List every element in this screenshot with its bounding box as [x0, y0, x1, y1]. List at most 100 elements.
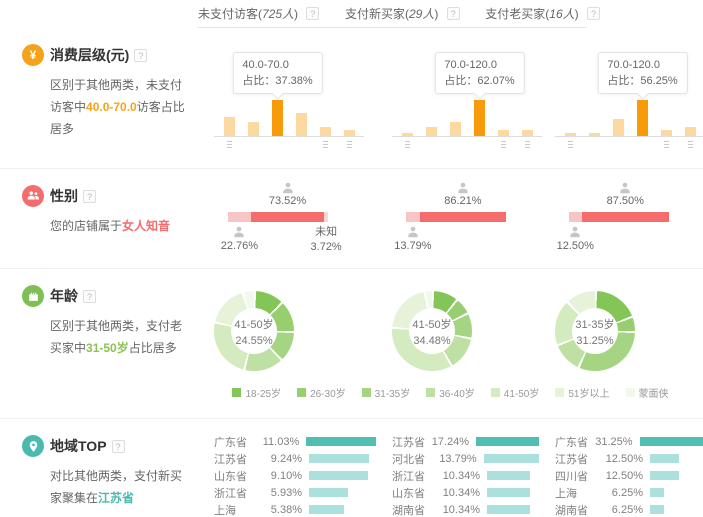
gender-stacked-bar: [228, 212, 328, 222]
tooltip-value: 占比：37.38%: [242, 75, 313, 87]
bar: [522, 130, 533, 136]
help-icon[interactable]: ?: [134, 48, 148, 62]
legend-swatch-icon: [361, 388, 371, 397]
unknown-label: 未知 3.72%: [310, 226, 342, 253]
region-value: 6.25%: [611, 503, 643, 516]
legend-swatch-icon: [297, 388, 307, 397]
tab-old-buyers[interactable]: 支付老买家(16人) ?: [485, 5, 600, 22]
legend-label: 蒙面侠: [638, 389, 669, 400]
region-value: 12.50%: [605, 452, 643, 465]
region-bar: [309, 471, 369, 480]
region-bar: [487, 471, 531, 480]
region-row-item: 江苏省 9.24%: [214, 450, 376, 467]
axis-tick-mark: [405, 141, 410, 149]
legend-swatch-icon: [232, 388, 242, 397]
section-title-gender: 性别: [50, 188, 78, 204]
axis-tick-mark: [227, 141, 232, 149]
bar-tooltip: 70.0-120.0 占比：62.07%: [434, 52, 525, 100]
tab-count: 16人: [549, 7, 575, 21]
region-name: 上海: [214, 504, 236, 517]
legend-label: 41-50岁: [503, 389, 540, 400]
region-bar: [483, 454, 539, 463]
region-value: 10.34%: [442, 503, 480, 516]
region-row-item: 上海 5.38%: [214, 501, 376, 517]
bar-tooltip: 70.0-120.0 占比：56.25%: [597, 52, 688, 100]
bar: [685, 127, 696, 136]
axis-tick-mark: [664, 141, 669, 149]
region-name: 浙江省: [392, 470, 425, 483]
gender-chart-cell-2: 86.21% 13.79%: [376, 169, 539, 268]
region-row-item: 上海 6.25%: [555, 484, 703, 501]
section-title-consumption: 消费层级(元): [50, 47, 130, 63]
axis-tick-mark: [501, 141, 506, 149]
help-icon[interactable]: ?: [83, 289, 96, 303]
age-donut-chart: 41-50岁 24.55%: [214, 291, 294, 371]
region-value: 9.10%: [270, 469, 302, 482]
tab-unpaid-visitors[interactable]: 未支付访客(725人) ?: [198, 5, 320, 22]
bar: [248, 122, 259, 136]
legend-item[interactable]: 41-50岁: [490, 385, 540, 400]
tooltip-range: 70.0-120.0: [607, 59, 660, 71]
help-icon[interactable]: ?: [446, 7, 460, 20]
legend-swatch-icon: [426, 388, 436, 397]
gender-chart: 73.52% 22.76% 未知 3.72%: [214, 181, 364, 259]
tooltip-value: 占比：62.07%: [444, 75, 515, 87]
tooltip-caret: [271, 88, 284, 100]
tooltip-value: 占比：56.25%: [607, 75, 678, 87]
region-bar: [487, 488, 531, 497]
help-icon[interactable]: ?: [111, 439, 125, 453]
legend-item[interactable]: 26-30岁: [297, 385, 346, 400]
tooltip-caret: [636, 88, 649, 100]
tab-label: 未支付访客(: [198, 7, 262, 21]
bar-tooltip: 40.0-70.0 占比：37.38%: [232, 52, 323, 100]
x-axis: [214, 136, 364, 137]
legend-label: 18-25岁: [245, 389, 282, 400]
region-row-item: 江苏省 17.24%: [392, 433, 539, 450]
legend-swatch-icon: [490, 388, 500, 397]
legend-label: 36-40岁: [439, 389, 475, 400]
female-icon: [456, 181, 470, 195]
female-icon: [618, 181, 632, 195]
gender-chart-cell-1: 73.52% 22.76% 未知 3.72%: [198, 169, 376, 268]
help-icon[interactable]: ?: [587, 7, 600, 20]
tab-new-buyers[interactable]: 支付新买家(29人) ?: [345, 5, 460, 22]
male-percent: 22.76%: [220, 240, 259, 252]
male-icon: [232, 225, 246, 239]
legend-item[interactable]: 31-35岁: [361, 385, 410, 400]
bar: [426, 127, 437, 136]
legend-item[interactable]: 蒙面侠: [625, 385, 669, 400]
axis-tick-mark: [525, 141, 530, 149]
tab-label: 支付新买家(: [344, 7, 409, 21]
age-highlight: 31-50岁: [86, 341, 129, 355]
age-chart-cell-1: 41-50岁 24.55%: [198, 269, 376, 418]
tooltip-range: 40.0-70.0: [242, 59, 289, 71]
legend-item[interactable]: 51岁以上: [555, 385, 610, 400]
region-name: 江苏省: [392, 436, 425, 449]
legend-item[interactable]: 36-40岁: [426, 385, 475, 400]
consumption-chart-cell-2: 70.0-120.0 占比：62.07%: [376, 28, 542, 168]
region-row-item: 广东省 11.03%: [214, 433, 376, 450]
section-title-region: 地域TOP: [50, 438, 107, 454]
gender-chart: 86.21% 13.79%: [392, 181, 542, 259]
x-axis: [555, 136, 703, 137]
female-segment: [419, 212, 506, 222]
region-highlight: 江苏省: [98, 491, 135, 505]
region-bar: [476, 437, 539, 446]
gender-chart: 87.50% 12.50%: [555, 181, 703, 259]
bars-group: [224, 100, 355, 136]
region-name: 广东省: [555, 436, 588, 449]
consumption-highlight: 40.0-70.0: [86, 100, 137, 114]
age-chart-cell-2: 41-50岁 34.48%: [376, 269, 539, 418]
bar: [402, 133, 413, 136]
bar: [224, 117, 235, 136]
help-icon[interactable]: ?: [83, 189, 96, 203]
age-castle-icon: [22, 285, 44, 307]
age-donut-chart: 41-50岁 34.48%: [392, 291, 472, 371]
help-icon[interactable]: ?: [306, 7, 320, 20]
region-value: 11.03%: [262, 435, 300, 448]
age-description: 区别于其他两类，支付老买家中31-50岁占比居多: [50, 319, 183, 355]
legend-item[interactable]: 18-25岁: [232, 385, 281, 400]
gender-stacked-bar: [569, 212, 669, 222]
bar: [498, 130, 509, 136]
